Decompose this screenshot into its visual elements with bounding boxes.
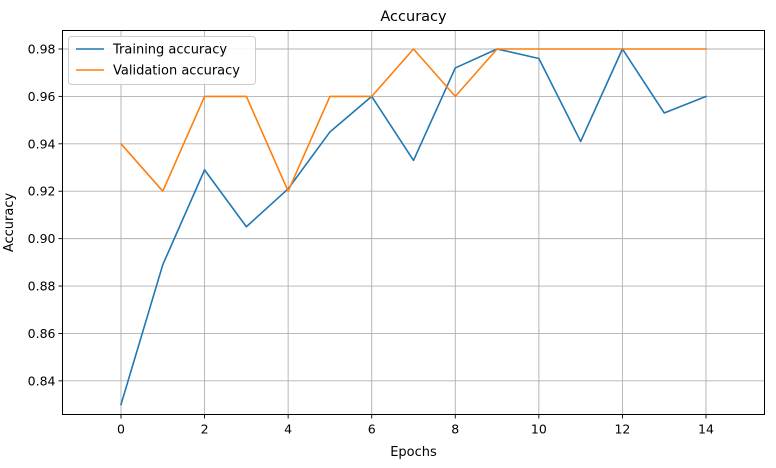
series-lines bbox=[119, 48, 708, 406]
y-tick-label: 0.84 bbox=[28, 373, 56, 388]
x-tick-label: 6 bbox=[368, 422, 376, 437]
x-tick-label: 10 bbox=[531, 422, 547, 437]
y-tick-label: 0.98 bbox=[28, 41, 56, 56]
series-line-validation-accuracy bbox=[119, 48, 707, 193]
y-tick-label: 0.92 bbox=[28, 184, 56, 199]
y-axis-label: Accuracy bbox=[2, 193, 17, 253]
legend-label-validation: Validation accuracy bbox=[113, 64, 240, 79]
grid bbox=[62, 30, 765, 415]
plot-frame bbox=[62, 30, 765, 415]
legend: Training accuracy Validation accuracy bbox=[68, 36, 256, 85]
legend-box bbox=[68, 36, 256, 85]
y-tick-label: 0.86 bbox=[28, 326, 56, 341]
x-tick-label: 0 bbox=[117, 422, 125, 437]
y-tick-label: 0.96 bbox=[28, 89, 56, 104]
y-tick-label: 0.94 bbox=[28, 136, 56, 151]
x-tick-label: 2 bbox=[201, 422, 209, 437]
y-tick-label: 0.88 bbox=[28, 279, 56, 294]
x-tick-label: 4 bbox=[284, 422, 292, 437]
x-tick-label: 14 bbox=[698, 422, 714, 437]
axis-ticks: 0 2 4 6 8 10 12 14 0.84 0.86 0.88 0.90 0.92 0.94 0.96 0… bbox=[28, 41, 714, 436]
legend-label-training: Training accuracy bbox=[112, 43, 227, 58]
chart-title: Accuracy bbox=[380, 9, 447, 25]
y-tick-label: 0.90 bbox=[28, 231, 56, 246]
x-axis-label: Epochs bbox=[390, 445, 437, 460]
x-tick-label: 12 bbox=[614, 422, 630, 437]
x-tick-label: 8 bbox=[451, 422, 459, 437]
series-line-training-accuracy bbox=[120, 48, 708, 406]
